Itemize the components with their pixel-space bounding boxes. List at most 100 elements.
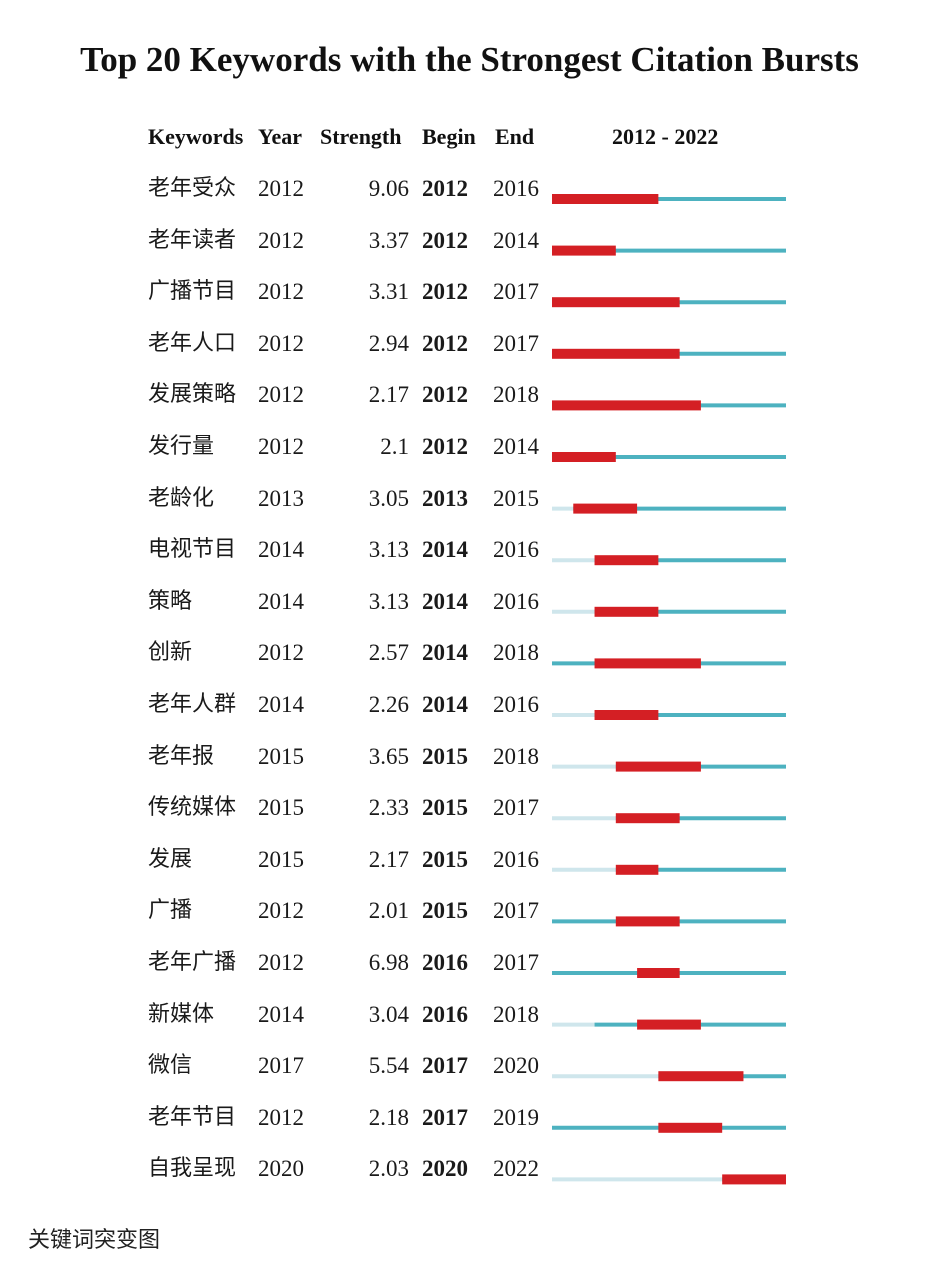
header-year: Year xyxy=(258,124,302,149)
begin-cell: 2012 xyxy=(422,227,468,253)
strength-cell: 2.18 xyxy=(368,1104,409,1130)
keyword-cell: 微信 xyxy=(148,1053,193,1079)
keyword-cell: 发展策略 xyxy=(148,382,237,408)
begin-cell: 2017 xyxy=(422,1104,468,1130)
begin-cell: 2014 xyxy=(422,537,468,563)
burst-bar xyxy=(552,245,616,256)
keyword-cell: 老年人口 xyxy=(148,330,237,356)
figure-caption: 关键词突变图 xyxy=(28,1228,161,1253)
burst-bar xyxy=(615,864,659,875)
burst-bar xyxy=(594,606,659,617)
burst-bar xyxy=(722,1174,786,1185)
end-cell: 2022 xyxy=(493,1156,539,1182)
keyword-cell: 策略 xyxy=(148,588,193,614)
burst-bar xyxy=(615,761,701,772)
keyword-cell: 老龄化 xyxy=(148,485,215,511)
begin-cell: 2013 xyxy=(422,485,468,511)
end-cell: 2016 xyxy=(493,846,539,872)
begin-cell: 2015 xyxy=(422,898,468,924)
begin-cell: 2014 xyxy=(422,588,468,614)
end-cell: 2017 xyxy=(493,330,539,356)
begin-cell: 2020 xyxy=(422,1156,468,1182)
end-cell: 2018 xyxy=(493,640,539,666)
year-cell: 2012 xyxy=(258,1104,304,1130)
year-cell: 2012 xyxy=(258,640,304,666)
strength-cell: 3.04 xyxy=(368,1001,409,1027)
end-cell: 2018 xyxy=(493,743,539,769)
burst-bar xyxy=(552,194,659,204)
end-cell: 2020 xyxy=(493,1053,539,1079)
keyword-cell: 广播节目 xyxy=(148,279,237,305)
burst-bar xyxy=(658,1071,744,1082)
keyword-cell: 老年人群 xyxy=(148,692,237,717)
end-cell: 2016 xyxy=(493,588,539,614)
burst-bar xyxy=(552,400,701,411)
end-cell: 2017 xyxy=(493,795,539,821)
burst-bar xyxy=(594,658,701,669)
year-cell: 2014 xyxy=(258,537,304,563)
end-cell: 2017 xyxy=(493,898,539,924)
year-cell: 2014 xyxy=(258,692,304,717)
strength-cell: 2.01 xyxy=(368,898,409,924)
end-cell: 2018 xyxy=(493,1001,539,1027)
end-cell: 2015 xyxy=(493,485,539,511)
keyword-cell: 电视节目 xyxy=(148,537,237,563)
end-cell: 2016 xyxy=(493,692,539,717)
year-cell: 2012 xyxy=(258,382,304,408)
year-cell: 2014 xyxy=(258,1001,304,1027)
strength-cell: 2.94 xyxy=(368,330,409,356)
keyword-cell: 老年节目 xyxy=(148,1104,237,1130)
keyword-cell: 发行量 xyxy=(148,434,215,459)
strength-cell: 2.1 xyxy=(380,434,409,459)
begin-cell: 2014 xyxy=(422,692,468,717)
strength-cell: 2.26 xyxy=(368,692,409,717)
strength-cell: 2.33 xyxy=(368,795,409,821)
end-cell: 2014 xyxy=(493,227,539,253)
strength-cell: 9.06 xyxy=(368,176,409,201)
keyword-cell: 新媒体 xyxy=(148,1001,215,1027)
strength-cell: 3.31 xyxy=(368,279,409,305)
end-cell: 2016 xyxy=(493,176,539,201)
burst-bar xyxy=(658,1122,723,1133)
strength-cell: 6.98 xyxy=(368,950,409,975)
strength-cell: 2.57 xyxy=(368,640,409,666)
header-end: End xyxy=(495,124,535,149)
begin-cell: 2017 xyxy=(422,1053,468,1079)
year-cell: 2012 xyxy=(258,898,304,924)
year-cell: 2012 xyxy=(258,176,304,201)
keyword-cell: 老年报 xyxy=(148,743,215,769)
strength-cell: 3.37 xyxy=(368,227,409,253)
keyword-cell: 老年受众 xyxy=(148,176,237,201)
year-cell: 2020 xyxy=(258,1156,304,1182)
header-keywords: Keywords xyxy=(148,124,244,149)
burst-bar xyxy=(615,813,680,824)
begin-cell: 2012 xyxy=(422,330,468,356)
begin-cell: 2015 xyxy=(422,795,468,821)
burst-bar xyxy=(552,297,680,308)
burst-bar xyxy=(637,1019,701,1030)
burst-bar xyxy=(573,503,638,514)
burst-bar xyxy=(552,348,680,359)
end-cell: 2014 xyxy=(493,434,539,459)
strength-cell: 3.65 xyxy=(368,743,409,769)
burst-bar xyxy=(615,916,680,927)
end-cell: 2018 xyxy=(493,382,539,408)
begin-cell: 2012 xyxy=(422,279,468,305)
strength-cell: 2.17 xyxy=(368,846,409,872)
begin-cell: 2014 xyxy=(422,640,468,666)
strength-cell: 2.17 xyxy=(368,382,409,408)
header-begin: Begin xyxy=(422,124,476,149)
end-cell: 2017 xyxy=(493,279,539,305)
end-cell: 2017 xyxy=(493,950,539,975)
strength-cell: 5.54 xyxy=(368,1053,409,1079)
keyword-cell: 老年读者 xyxy=(148,227,237,253)
begin-cell: 2016 xyxy=(422,1001,468,1027)
chart-title: Top 20 Keywords with the Strongest Citat… xyxy=(80,40,859,79)
year-cell: 2013 xyxy=(258,485,304,511)
burst-bar xyxy=(637,968,680,978)
keyword-cell: 传统媒体 xyxy=(148,795,237,821)
year-cell: 2012 xyxy=(258,227,304,253)
year-cell: 2017 xyxy=(258,1053,304,1079)
year-cell: 2012 xyxy=(258,279,304,305)
keyword-cell: 创新 xyxy=(148,640,193,666)
